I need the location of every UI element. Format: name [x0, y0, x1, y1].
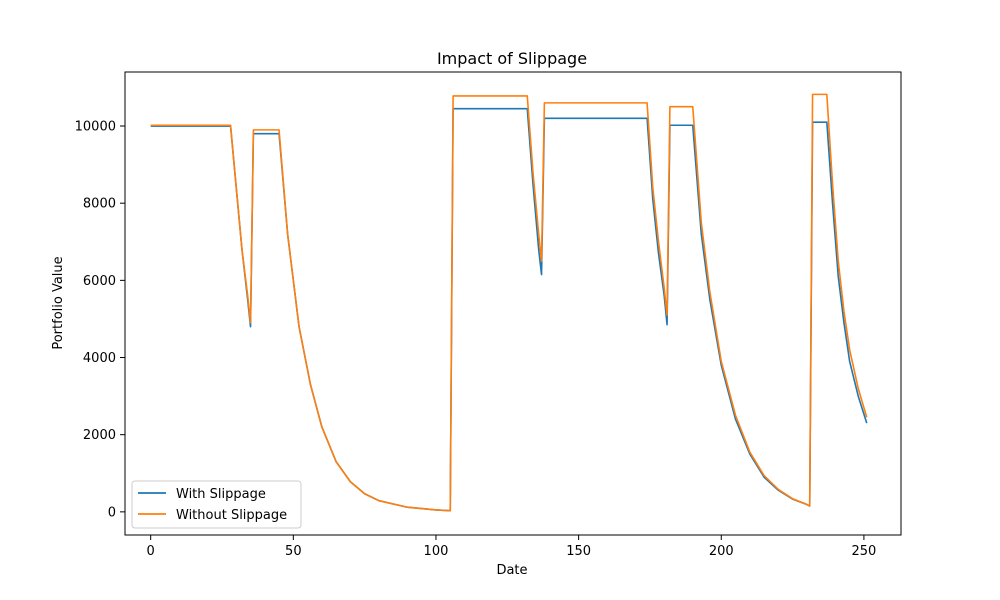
y-tick-label: 4000 [83, 351, 116, 366]
x-tick-label: 200 [709, 544, 734, 559]
chart-title: Impact of Slippage [437, 49, 587, 68]
plot-frame [124, 71, 902, 536]
legend: With Slippage Without Slippage [131, 480, 302, 529]
legend-label-without-slippage: Without Slippage [176, 508, 287, 523]
y-axis-title: Portfolio Value [51, 256, 66, 349]
y-tick-label: 2000 [83, 428, 116, 443]
x-axis: 0 50 100 150 200 250 [147, 535, 876, 559]
legend-box [131, 480, 302, 529]
y-tick-label: 0 [108, 505, 116, 520]
x-tick-label: 150 [566, 544, 591, 559]
y-tick-label: 10000 [75, 120, 116, 135]
y-axis: 0 2000 4000 6000 8000 10000 [75, 120, 125, 520]
y-tick-label: 8000 [83, 197, 116, 212]
legend-label-with-slippage: With Slippage [176, 487, 266, 502]
x-tick-label: 0 [147, 544, 155, 559]
plot-area [150, 93, 868, 512]
x-axis-title: Date [496, 563, 527, 578]
x-tick-label: 250 [851, 544, 876, 559]
x-tick-label: 50 [285, 544, 302, 559]
y-tick-label: 6000 [83, 274, 116, 289]
series-line-without-slippage [150, 93, 868, 512]
x-tick-label: 100 [424, 544, 449, 559]
